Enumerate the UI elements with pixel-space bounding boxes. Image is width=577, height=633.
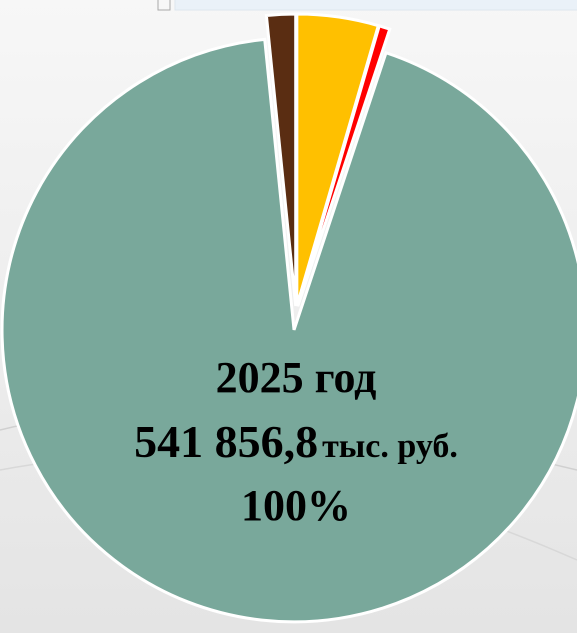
amount-value: 541 856,8 bbox=[134, 416, 318, 467]
pie-slice bbox=[264, 12, 298, 307]
pie bbox=[0, 12, 577, 624]
pie-slice bbox=[0, 37, 577, 624]
pie-slice bbox=[296, 24, 392, 307]
top-box bbox=[174, 0, 577, 11]
top-bracket bbox=[157, 0, 171, 11]
percent-label: 100% bbox=[241, 481, 351, 530]
amount-unit: тыс. руб. bbox=[322, 428, 458, 465]
amount-label: 541 856,8 тыс. руб. bbox=[134, 416, 458, 467]
year-label: 2025 год bbox=[216, 353, 377, 402]
